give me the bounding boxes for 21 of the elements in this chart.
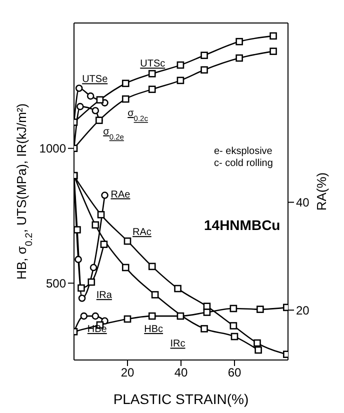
series-label: σ$_{0.2c}$	[128, 108, 148, 123]
x-axis-title: PLASTIC STRAIN(%)	[113, 391, 249, 407]
series-label: σ$_{0.2e}$	[103, 126, 124, 141]
series-label: UTSe	[82, 74, 108, 86]
series-label: RAe	[110, 189, 131, 200]
x-tick-label: 60	[228, 366, 242, 380]
annotation: 14HNMBCu	[204, 217, 280, 233]
y2-tick-label: 40	[296, 196, 310, 210]
y2-tick-label: 20	[296, 303, 310, 318]
x-tick-label: 40	[174, 366, 188, 380]
y-tick-label: 1000	[39, 142, 66, 156]
series-label: HBc	[144, 324, 164, 336]
series-label: IRa	[96, 290, 112, 302]
y2-axis-title: RA(%)	[314, 172, 329, 211]
x-tick-label: 20	[120, 366, 134, 380]
series-label: RAc	[132, 227, 152, 238]
annotation: c- cold rolling	[214, 158, 273, 169]
y-tick-label: 500	[46, 276, 66, 290]
series-label: IRc	[170, 338, 186, 350]
annotation: e- eksplosive	[214, 146, 273, 157]
series-label: UTSc	[140, 58, 166, 70]
